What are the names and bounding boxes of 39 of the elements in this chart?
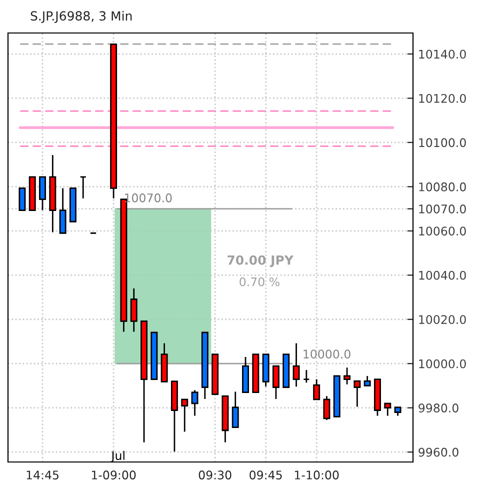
chart-title: S.JP.J6988, 3 Min (30, 10, 132, 23)
candlestick (384, 402, 392, 416)
candlestick (354, 380, 361, 408)
x-tick-label: 14:45 (26, 470, 58, 480)
candlestick (18, 188, 26, 212)
x-tick-label: 1-09:00 (92, 470, 136, 480)
candlestick (323, 395, 330, 421)
candlestick (232, 390, 239, 428)
candlestick (130, 288, 138, 332)
annotation: 70.00 JPY (228, 255, 294, 268)
y-tick-label: 10020.0 (419, 315, 466, 324)
candlestick (59, 188, 66, 234)
candlestick (39, 176, 46, 211)
y-tick-label: 10000.0 (419, 359, 466, 368)
ref-line-label: 10070.0 (125, 193, 172, 202)
y-tick-label: 9960.0 (418, 448, 458, 457)
y-tick-label: 10060.0 (419, 226, 466, 236)
y-tick-label: 10080.0 (419, 182, 466, 192)
candlestick (272, 365, 280, 400)
y-tick-label: 10040.0 (419, 270, 466, 280)
y-tick-label: 10140.0 (419, 50, 466, 59)
candlestick (292, 342, 300, 388)
candlestick (313, 378, 320, 400)
y-tick-label: 10120.0 (419, 94, 466, 103)
x-tick-label: 1-10:00 (294, 470, 339, 480)
candlestick (344, 366, 351, 386)
candlestick (364, 375, 371, 386)
candlestick (302, 369, 310, 384)
candlestick (181, 398, 188, 432)
ref-line-label: 10000.0 (304, 350, 350, 359)
annotation: 0.70 % (240, 277, 280, 286)
y-tick-label: 10100.0 (419, 138, 466, 148)
x-tick-label: 09:30 (198, 470, 232, 480)
y-tick-label: 9980.0 (418, 404, 458, 412)
annotation: Jul (110, 450, 124, 462)
x-tick-label: 09:45 (250, 470, 282, 480)
y-tick-label: 10070.0 (419, 204, 466, 214)
candlestick (191, 389, 198, 416)
candlestick (80, 176, 87, 200)
